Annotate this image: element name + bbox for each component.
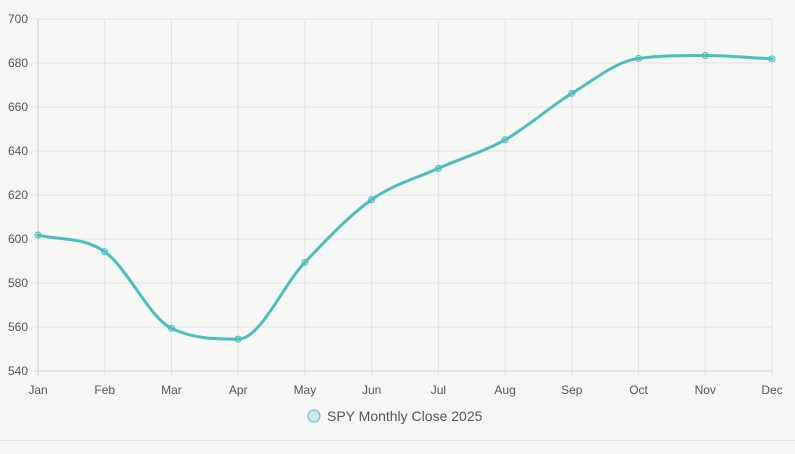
data-point[interactable] <box>167 324 175 332</box>
data-point[interactable] <box>301 258 309 266</box>
x-tick-label: Nov <box>695 383 716 397</box>
x-tick-label: Feb <box>94 383 115 397</box>
x-tick-label: Oct <box>629 383 648 397</box>
x-tick-label: Jul <box>431 383 446 397</box>
x-tick-label: Aug <box>494 383 515 397</box>
y-tick-label: 660 <box>8 100 28 114</box>
data-point[interactable] <box>701 52 709 60</box>
y-tick-label: 700 <box>8 12 28 26</box>
data-point[interactable] <box>635 54 643 62</box>
x-tick-label: Mar <box>161 383 182 397</box>
y-tick-label: 600 <box>8 232 28 246</box>
grid <box>34 18 773 376</box>
data-point[interactable] <box>434 164 442 172</box>
legend-marker[interactable] <box>307 409 321 423</box>
x-tick-label: Dec <box>761 383 782 397</box>
legend[interactable]: SPY Monthly Close 2025 <box>307 408 483 424</box>
series-layer <box>34 52 776 343</box>
data-point[interactable] <box>501 136 509 144</box>
divider <box>0 440 795 441</box>
axes: 540 560 580 600 620 640 660 680 700 Jan Feb Mar Apr M… <box>8 12 783 397</box>
data-point[interactable] <box>568 89 576 97</box>
data-point[interactable] <box>101 248 109 256</box>
x-tick-label: May <box>294 383 317 397</box>
y-tick-label: 560 <box>8 320 28 334</box>
x-tick-label: Sep <box>561 383 583 397</box>
y-tick-label: 620 <box>8 188 28 202</box>
data-point[interactable] <box>234 335 242 343</box>
legend-label[interactable]: SPY Monthly Close 2025 <box>327 408 483 424</box>
data-point[interactable] <box>34 231 42 239</box>
y-tick-label: 540 <box>8 364 28 378</box>
y-tick-label: 640 <box>8 144 28 158</box>
data-point[interactable] <box>768 55 776 63</box>
x-tick-label: Jan <box>28 383 47 397</box>
y-tick-label: 580 <box>8 276 28 290</box>
data-point[interactable] <box>368 196 376 204</box>
series-line <box>36 54 774 341</box>
x-tick-label: Jun <box>362 383 381 397</box>
x-tick-label: Apr <box>229 383 248 397</box>
y-tick-label: 680 <box>8 56 28 70</box>
